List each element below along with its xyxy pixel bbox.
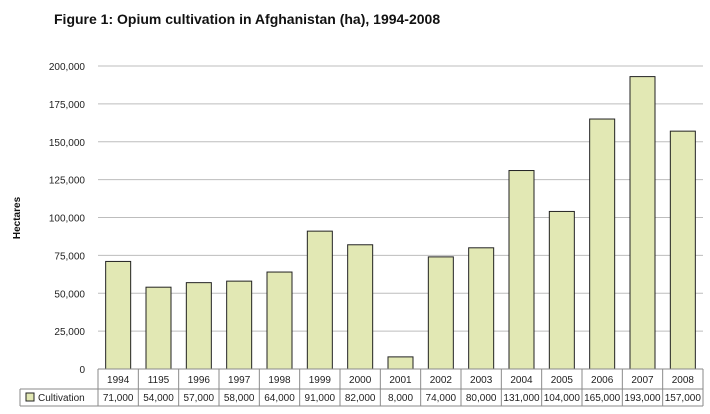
- y-tick-label: 0: [79, 365, 85, 376]
- y-axis-ticks: 0 25,000 50,000 75,000 100,000 125,000 150,000…: [49, 62, 86, 376]
- value-label: 82,000: [345, 393, 376, 404]
- y-tick-label: 100,000: [49, 214, 86, 225]
- value-label: 64,000: [264, 393, 295, 404]
- y-tick-label: 75,000: [54, 251, 85, 262]
- category-label: 2005: [551, 375, 574, 386]
- bar: [427, 256, 454, 370]
- category-label: 2002: [430, 375, 453, 386]
- y-axis-label: Hectares: [12, 196, 23, 239]
- category-label: 1994: [107, 375, 130, 386]
- data-table: 1994 71,000 1195 54,000 1996 57,000 1997 58,000…: [19, 368, 704, 407]
- category-label: 2006: [591, 375, 614, 386]
- bar: [306, 230, 333, 370]
- value-label: 57,000: [184, 393, 215, 404]
- legend-swatch: [25, 392, 35, 402]
- bar: [145, 286, 172, 370]
- y-tick-label: 125,000: [49, 176, 86, 187]
- bar: [185, 282, 212, 370]
- category-label: 1996: [188, 375, 211, 386]
- bar: [589, 118, 616, 370]
- category-label: 2003: [470, 375, 493, 386]
- category-label: 2008: [672, 375, 695, 386]
- value-label: 58,000: [224, 393, 255, 404]
- value-label: 157,000: [665, 393, 702, 404]
- bar: [468, 247, 495, 370]
- category-label: 1999: [309, 375, 332, 386]
- value-label: 104,000: [544, 393, 581, 404]
- bar: [347, 244, 374, 370]
- bar: [508, 170, 535, 370]
- chart-title: Figure 1: Opium cultivation in Afghanist…: [54, 11, 441, 27]
- y-tick-label: 50,000: [54, 289, 85, 300]
- bars: [105, 76, 696, 370]
- bar: [226, 280, 253, 370]
- value-label: 193,000: [624, 393, 661, 404]
- value-label: 74,000: [426, 393, 457, 404]
- bar: [387, 356, 414, 370]
- value-label: 71,000: [103, 393, 134, 404]
- legend-series-name: Cultivation: [38, 393, 85, 404]
- y-tick-label: 200,000: [49, 62, 86, 73]
- bar: [548, 210, 575, 370]
- category-label: 1997: [228, 375, 251, 386]
- category-label: 2001: [389, 375, 412, 386]
- bar: [629, 76, 656, 370]
- category-label: 2000: [349, 375, 372, 386]
- bar: [105, 260, 132, 370]
- value-label: 54,000: [143, 393, 174, 404]
- category-label: 2004: [510, 375, 533, 386]
- value-label: 8,000: [388, 393, 413, 404]
- category-label: 1998: [268, 375, 291, 386]
- category-label: 2007: [631, 375, 654, 386]
- value-label: 80,000: [466, 393, 497, 404]
- y-tick-label: 150,000: [49, 138, 86, 149]
- value-label: 91,000: [305, 393, 336, 404]
- y-tick-label: 175,000: [49, 100, 86, 111]
- y-tick-label: 25,000: [54, 327, 85, 338]
- bar: [669, 130, 696, 370]
- bar: [266, 271, 293, 370]
- category-label: 1195: [148, 375, 170, 386]
- value-label: 165,000: [584, 393, 621, 404]
- value-label: 131,000: [503, 393, 540, 404]
